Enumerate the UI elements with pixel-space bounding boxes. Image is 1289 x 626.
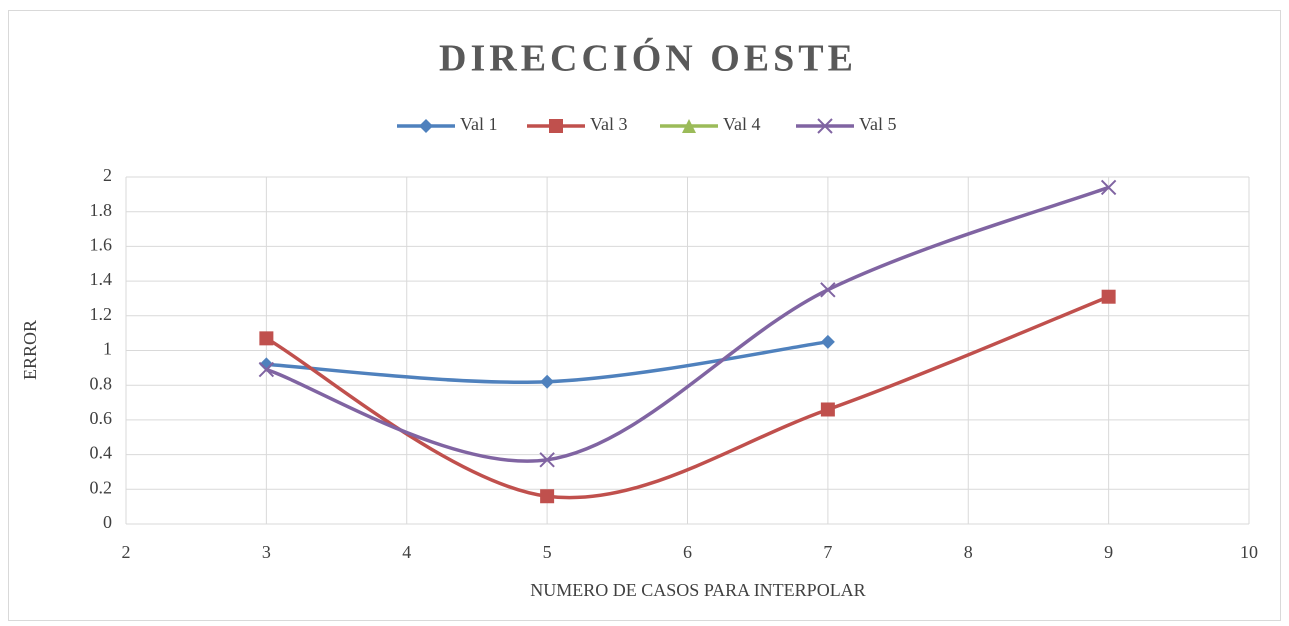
marker (1100, 179, 1117, 196)
series-line (265, 295, 1110, 500)
y-tick-label: 1.6 (90, 235, 113, 255)
marker (259, 331, 274, 346)
legend-label: Val 5 (859, 114, 897, 134)
marker (259, 357, 274, 372)
y-tick-label: 0.4 (90, 443, 113, 463)
marker (258, 361, 275, 378)
chart-title: DIRECCIÓN OESTE (439, 38, 857, 80)
legend-label: Val 4 (723, 114, 761, 134)
marker (682, 119, 696, 133)
marker (539, 452, 555, 468)
marker (820, 334, 835, 349)
marker (540, 489, 555, 504)
series-line (265, 185, 1110, 463)
marker (820, 402, 835, 417)
marker (549, 119, 563, 133)
x-axis-label: NUMERO DE CASOS PARA INTERPOLAR (530, 580, 865, 600)
x-tick-label: 6 (683, 542, 692, 562)
y-tick-label: 2 (103, 165, 112, 185)
y-tick-label: 1.8 (90, 200, 113, 220)
x-tick-label: 5 (543, 542, 552, 562)
x-tick-label: 3 (262, 542, 271, 562)
x-tick-label: 7 (823, 542, 832, 562)
y-tick-label: 1 (103, 339, 112, 359)
legend-label: Val 1 (460, 114, 498, 134)
y-tick-label: 0.8 (90, 373, 113, 393)
x-tick-label: 10 (1240, 542, 1258, 562)
y-tick-label: 0.2 (90, 477, 113, 497)
y-axis-label: ERROR (20, 320, 40, 380)
legend-label: Val 3 (590, 114, 628, 134)
x-tick-label: 4 (402, 542, 411, 562)
x-tick-label: 8 (964, 542, 973, 562)
x-tick-label: 2 (122, 542, 131, 562)
marker (540, 374, 555, 389)
y-tick-label: 0 (103, 512, 112, 532)
marker (817, 118, 833, 134)
y-tick-label: 0.6 (90, 408, 113, 428)
y-tick-label: 1.4 (90, 269, 113, 289)
marker (1101, 289, 1116, 304)
x-tick-label: 9 (1104, 542, 1113, 562)
marker (419, 119, 433, 133)
marker (820, 282, 836, 298)
y-tick-label: 1.2 (90, 304, 113, 324)
